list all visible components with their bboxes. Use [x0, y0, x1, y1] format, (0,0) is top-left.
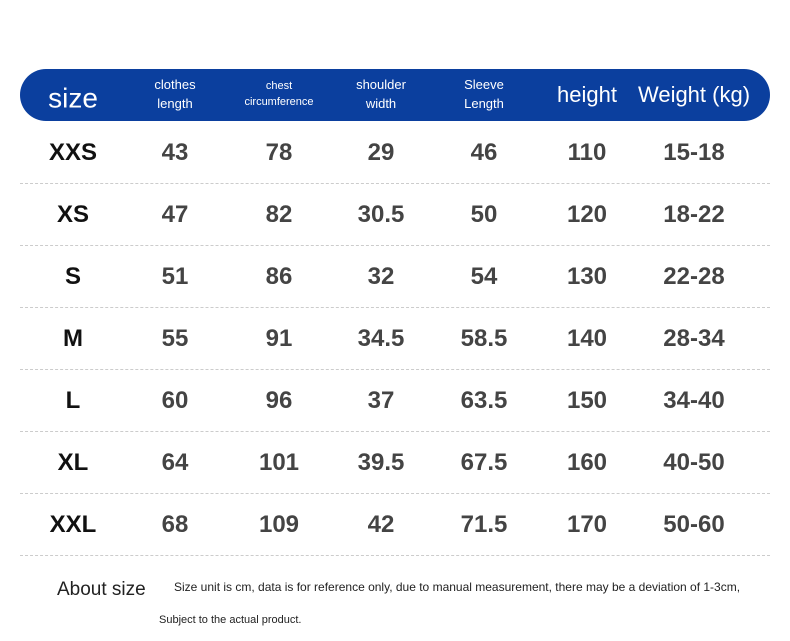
- cell: 91: [265, 325, 293, 352]
- header-text: size: [48, 82, 98, 114]
- cell: 64: [161, 449, 189, 476]
- cell: 51: [161, 263, 189, 290]
- cell: 29: [367, 139, 395, 166]
- cell: 37: [367, 387, 395, 414]
- cell: 34-40: [663, 387, 725, 414]
- cell: M: [63, 325, 83, 352]
- cell: 15-18: [663, 139, 725, 166]
- row-separator: [20, 245, 770, 246]
- header-cell: height: [557, 79, 617, 111]
- cell: 30.5: [357, 201, 405, 228]
- cell: S: [64, 263, 82, 290]
- header-text: length: [157, 96, 193, 111]
- header-text: shoulder: [356, 77, 406, 93]
- row-separator: [20, 431, 770, 432]
- row-separator: [20, 493, 770, 494]
- cell: 34.5: [357, 325, 405, 352]
- cell: 58.5: [460, 325, 508, 352]
- cell: 170: [566, 511, 608, 538]
- cell: 120: [566, 201, 608, 228]
- cell: 39.5: [357, 449, 405, 476]
- header-cell: chest circumference: [244, 79, 313, 111]
- cell: 50-60: [663, 511, 725, 538]
- cell: XXL: [49, 511, 97, 538]
- header-cell: shoulder width: [356, 76, 406, 114]
- cell: 140: [566, 325, 608, 352]
- cell: 43: [161, 139, 189, 166]
- cell: XXS: [48, 139, 98, 166]
- cell: 109: [258, 511, 300, 538]
- row-separator: [20, 555, 770, 556]
- header-text: chest: [265, 80, 293, 93]
- cell: 160: [566, 449, 608, 476]
- cell: 71.5: [460, 511, 508, 538]
- notes-line: Size unit is cm, data is for reference o…: [174, 580, 741, 594]
- header-cell: Weight (kg): [638, 79, 750, 111]
- notes-line: Subject to the actual product.: [159, 614, 302, 626]
- cell: 22-28: [663, 263, 725, 290]
- cell: 18-22: [663, 201, 725, 228]
- header-text: clothes: [154, 77, 196, 93]
- cell: XL: [57, 449, 89, 476]
- cell: 110: [567, 139, 607, 166]
- cell: 47: [161, 201, 189, 228]
- header-text: Length: [464, 96, 504, 111]
- cell: 60: [161, 387, 189, 414]
- cell: 96: [265, 387, 293, 414]
- header-text: circumference: [244, 96, 314, 108]
- header-cell: clothes length: [154, 76, 195, 114]
- header-text: height: [557, 82, 617, 108]
- cell: 78: [265, 139, 293, 166]
- header-text: Sleeve: [464, 77, 504, 93]
- cell: XS: [56, 201, 90, 228]
- cell: 101: [258, 449, 300, 476]
- cell: 67.5: [460, 449, 508, 476]
- row-separator: [20, 183, 770, 184]
- cell: 46: [470, 139, 498, 166]
- cell: L: [65, 387, 81, 414]
- row-separator: [20, 307, 770, 308]
- cell: 40-50: [663, 449, 725, 476]
- notes-title: About size: [57, 579, 146, 600]
- cell: 130: [566, 263, 608, 290]
- cell: 54: [470, 263, 498, 290]
- cell: 32: [367, 263, 395, 290]
- header-text: width: [365, 96, 397, 111]
- cell: 28-34: [663, 325, 725, 352]
- header-cell: Sleeve Length: [464, 76, 504, 114]
- header-bar: [20, 69, 770, 121]
- cell: 42: [367, 511, 395, 538]
- cell: 55: [161, 325, 189, 352]
- row-separator: [20, 369, 770, 370]
- cell: 150: [566, 387, 608, 414]
- cell: 50: [470, 201, 498, 228]
- cell: 82: [265, 201, 293, 228]
- header-cell: size: [48, 79, 98, 120]
- cell: 86: [265, 263, 293, 290]
- header-text: Weight (kg): [637, 82, 751, 108]
- cell: 63.5: [460, 387, 508, 414]
- cell: 68: [161, 511, 189, 538]
